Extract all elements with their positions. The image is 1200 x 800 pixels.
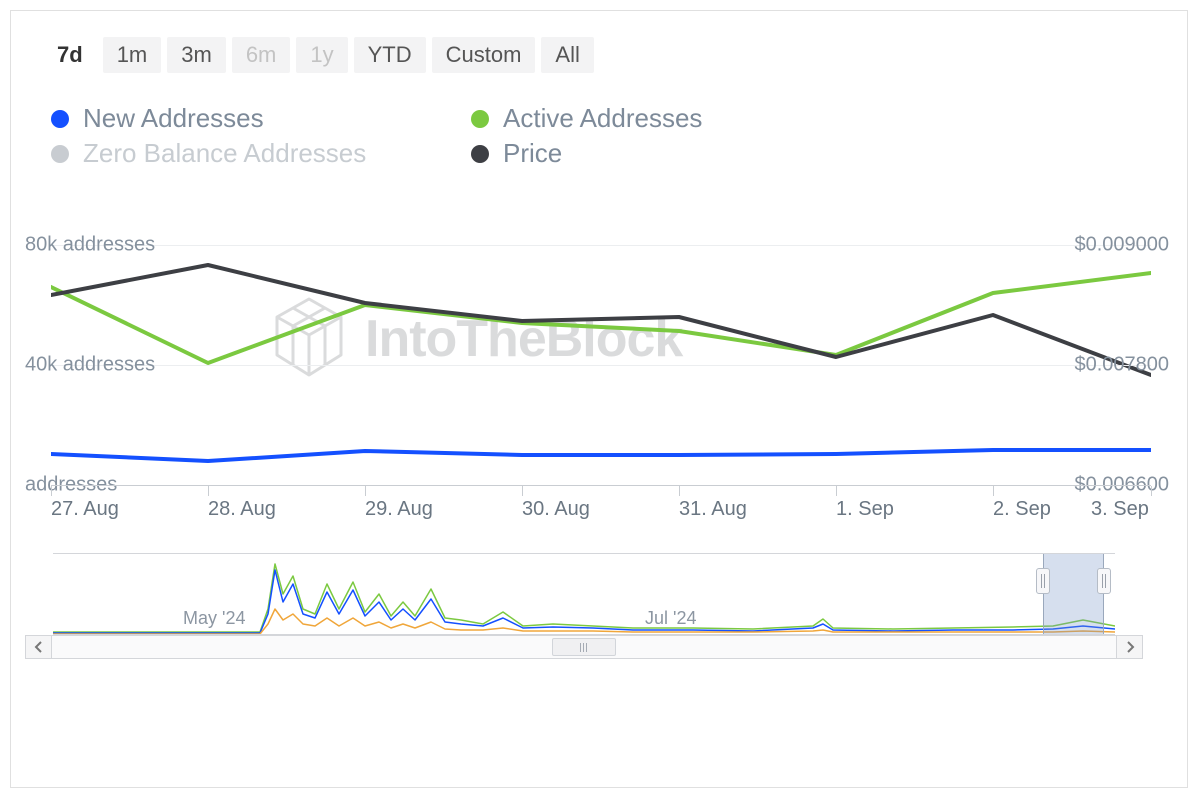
scroll-right-button[interactable] [1116,636,1142,658]
x-tick-label: 3. Sep [1091,498,1149,521]
range-btn-all[interactable]: All [541,37,593,73]
time-range-selector: 7d1m3m6m1yYTDCustomAll [43,37,1167,73]
legend-label: Active Addresses [503,103,702,134]
navigator-handle-left[interactable] [1036,568,1050,594]
chart-frame: 7d1m3m6m1yYTDCustomAll New Addresses Acti… [10,10,1188,788]
x-tick [51,486,52,496]
legend-dot-icon [51,110,69,128]
legend-item-active-addresses[interactable]: Active Addresses [471,103,871,134]
legend-item-price[interactable]: Price [471,138,871,169]
legend: New Addresses Active Addresses Zero Balanc… [51,103,1167,169]
legend-dot-icon [471,110,489,128]
x-tick-label: 27. Aug [51,498,119,521]
x-tick-label: 30. Aug [522,498,590,521]
x-axis: 27. Aug 28. Aug 29. Aug 30. Aug 31. Aug 1. Se… [51,485,1151,527]
x-tick-label: 1. Sep [836,498,894,521]
x-tick [1151,486,1152,496]
legend-dot-icon [471,145,489,163]
chevron-right-icon [1125,641,1135,653]
x-tick-label: 28. Aug [208,498,276,521]
chevron-left-icon [34,641,44,653]
navigator-handle-right[interactable] [1097,568,1111,594]
y-left-tick-label: 80k addresses [25,234,155,257]
navigator-x-label: May '24 [183,608,245,629]
legend-label: New Addresses [83,103,264,134]
range-btn-7d[interactable]: 7d [43,37,97,73]
range-btn-6m: 6m [232,37,291,73]
x-tick-label: 2. Sep [993,498,1051,521]
legend-label: Zero Balance Addresses [83,138,366,169]
x-tick [365,486,366,496]
legend-item-zero-balance-addresses[interactable]: Zero Balance Addresses [51,138,451,169]
navigator-scrollbar [25,635,1143,659]
navigator-selection[interactable] [1043,554,1105,634]
legend-item-new-addresses[interactable]: New Addresses [51,103,451,134]
y-right-tick-label: $0.007800 [1074,354,1169,377]
x-tick-label: 29. Aug [365,498,433,521]
x-tick [679,486,680,496]
scrollbar-thumb[interactable] [552,638,616,656]
legend-dot-icon [51,145,69,163]
navigator: May '24 Jul '24 [25,553,1143,659]
range-btn-1m[interactable]: 1m [103,37,162,73]
navigator-chart[interactable]: May '24 Jul '24 [53,553,1115,635]
range-btn-3m[interactable]: 3m [167,37,226,73]
x-tick [836,486,837,496]
navigator-x-label: Jul '24 [645,608,696,629]
range-btn-ytd[interactable]: YTD [354,37,426,73]
gridline [51,365,1151,366]
x-tick [522,486,523,496]
scroll-left-button[interactable] [26,636,52,658]
y-right-tick-label: $0.009000 [1074,234,1169,257]
y-left-tick-label: 40k addresses [25,354,155,377]
x-tick [993,486,994,496]
x-tick [208,486,209,496]
gridline [51,245,1151,246]
scrollbar-track[interactable] [52,636,1116,658]
legend-label: Price [503,138,562,169]
chart-svg [51,235,1151,485]
main-chart: IntoTheBlock 80k addresses40k addressesa… [51,235,1151,485]
x-tick-label: 31. Aug [679,498,747,521]
range-btn-custom[interactable]: Custom [432,37,536,73]
range-btn-1y: 1y [296,37,347,73]
